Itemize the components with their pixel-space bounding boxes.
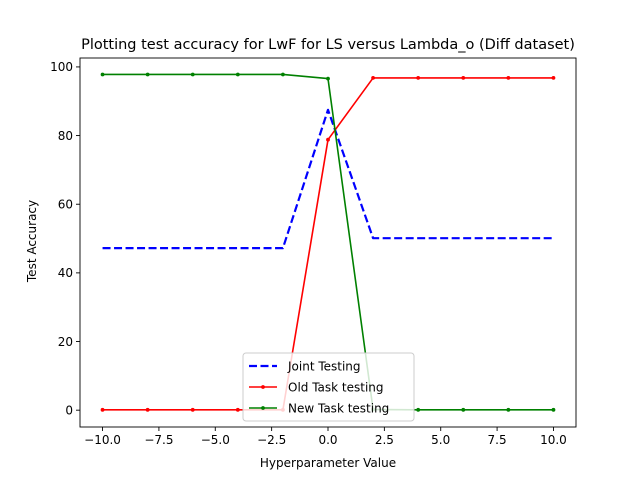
y-tick-label-1: 20 xyxy=(58,335,73,349)
series-2-point-3 xyxy=(235,72,240,77)
legend-marker-2 xyxy=(261,406,265,410)
x-tick-label-1: −7.5 xyxy=(144,433,173,447)
y-tick-label-0: 0 xyxy=(65,403,73,417)
series-1-point-3 xyxy=(235,407,240,412)
x-tick-label-7: 7.5 xyxy=(488,433,507,447)
series-2-point-2 xyxy=(190,72,195,77)
series-1-point-9 xyxy=(506,76,511,80)
legend-label-0: Joint Testing xyxy=(287,359,361,373)
series-2-point-5 xyxy=(326,76,330,81)
y-axis-label: Test Accuracy xyxy=(25,200,39,283)
series-1-point-0 xyxy=(100,407,105,412)
series-2-point-1 xyxy=(145,72,150,77)
series-2-point-0 xyxy=(100,72,105,77)
y-tick-label-2: 40 xyxy=(58,266,73,280)
series-2-point-7 xyxy=(416,407,421,412)
series-1-point-5 xyxy=(326,137,330,142)
legend: Joint Testing Old Task testing New Task te… xyxy=(242,352,415,422)
series-1-point-2 xyxy=(190,407,195,412)
series-1-point-7 xyxy=(416,76,421,80)
x-tick-label-8: 10.0 xyxy=(540,433,567,447)
series-1-point-6 xyxy=(371,76,375,80)
y-tick-label-5: 100 xyxy=(50,60,73,74)
x-tick-label-6: 5.0 xyxy=(431,433,450,447)
series-line-0 xyxy=(102,108,554,250)
x-tick-label-5: 2.5 xyxy=(375,433,394,447)
y-tick-label-3: 60 xyxy=(58,198,73,212)
series-2-point-4 xyxy=(281,72,285,77)
series-2-point-10 xyxy=(551,407,556,412)
x-tick-label-3: −2.5 xyxy=(257,433,286,447)
series-1-point-1 xyxy=(145,407,150,412)
chart-title: Plotting test accuracy for LwF for LS ve… xyxy=(81,37,575,53)
y-tick-label-4: 80 xyxy=(58,129,73,143)
series-1-point-8 xyxy=(461,76,466,80)
series-2-point-8 xyxy=(461,407,466,412)
x-tick-label-4: 0.0 xyxy=(318,433,337,447)
x-tick-label-0: −10.0 xyxy=(84,433,121,447)
legend-box xyxy=(242,352,415,422)
x-axis-label: Hyperparameter Value xyxy=(260,456,396,470)
series-2-point-9 xyxy=(506,407,511,412)
legend-marker-1 xyxy=(261,385,265,389)
legend-label-1: Old Task testing xyxy=(288,380,384,394)
series-1-point-10 xyxy=(551,76,556,80)
axes-layer: −10.0 −7.5 −5.0 −2.5 0.0 2.5 5.0 7.5 10.0 0 20 40 60… xyxy=(50,57,577,447)
legend-label-2: New Task testing xyxy=(288,401,389,415)
x-tick-label-2: −5.0 xyxy=(201,433,230,447)
